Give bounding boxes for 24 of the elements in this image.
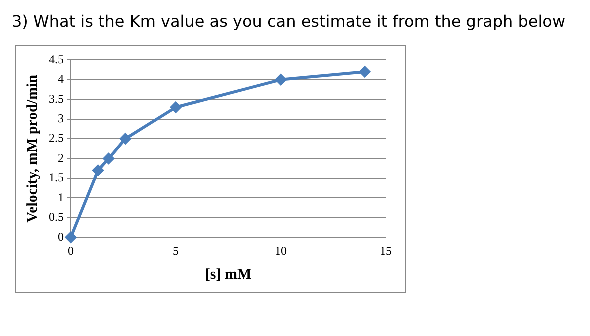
y-tick-label: 1.5 — [49, 170, 64, 185]
x-tick-label: 15 — [380, 244, 392, 258]
x-tick-label: 10 — [275, 244, 287, 258]
y-tick-label: 4 — [58, 72, 64, 86]
y-tick-label: 3.5 — [49, 92, 64, 106]
y-tick-label: 0 — [58, 230, 64, 244]
x-axis-title: [s] mM — [205, 266, 252, 283]
y-tick-label: 4.5 — [49, 52, 64, 66]
point — [103, 153, 114, 164]
y-tick-label: 2.5 — [49, 131, 64, 146]
chart-title: 3) What is the Km value as you can estimate it from the graph below — [12, 12, 566, 31]
point — [92, 165, 104, 176]
point — [170, 102, 182, 114]
point — [66, 232, 76, 244]
x-tick-label: 5 — [173, 244, 179, 258]
point — [276, 74, 286, 86]
y-tick-label: 3 — [58, 111, 64, 126]
point — [360, 66, 370, 78]
point — [120, 134, 132, 145]
y-tick-label: 1 — [58, 190, 64, 204]
y-axis-title: Velocity, mM prod/min — [24, 74, 41, 223]
y-tick-label: 2 — [58, 150, 64, 165]
x-tick-label: 0 — [68, 244, 74, 258]
y-tick-label: 0.5 — [49, 210, 64, 224]
